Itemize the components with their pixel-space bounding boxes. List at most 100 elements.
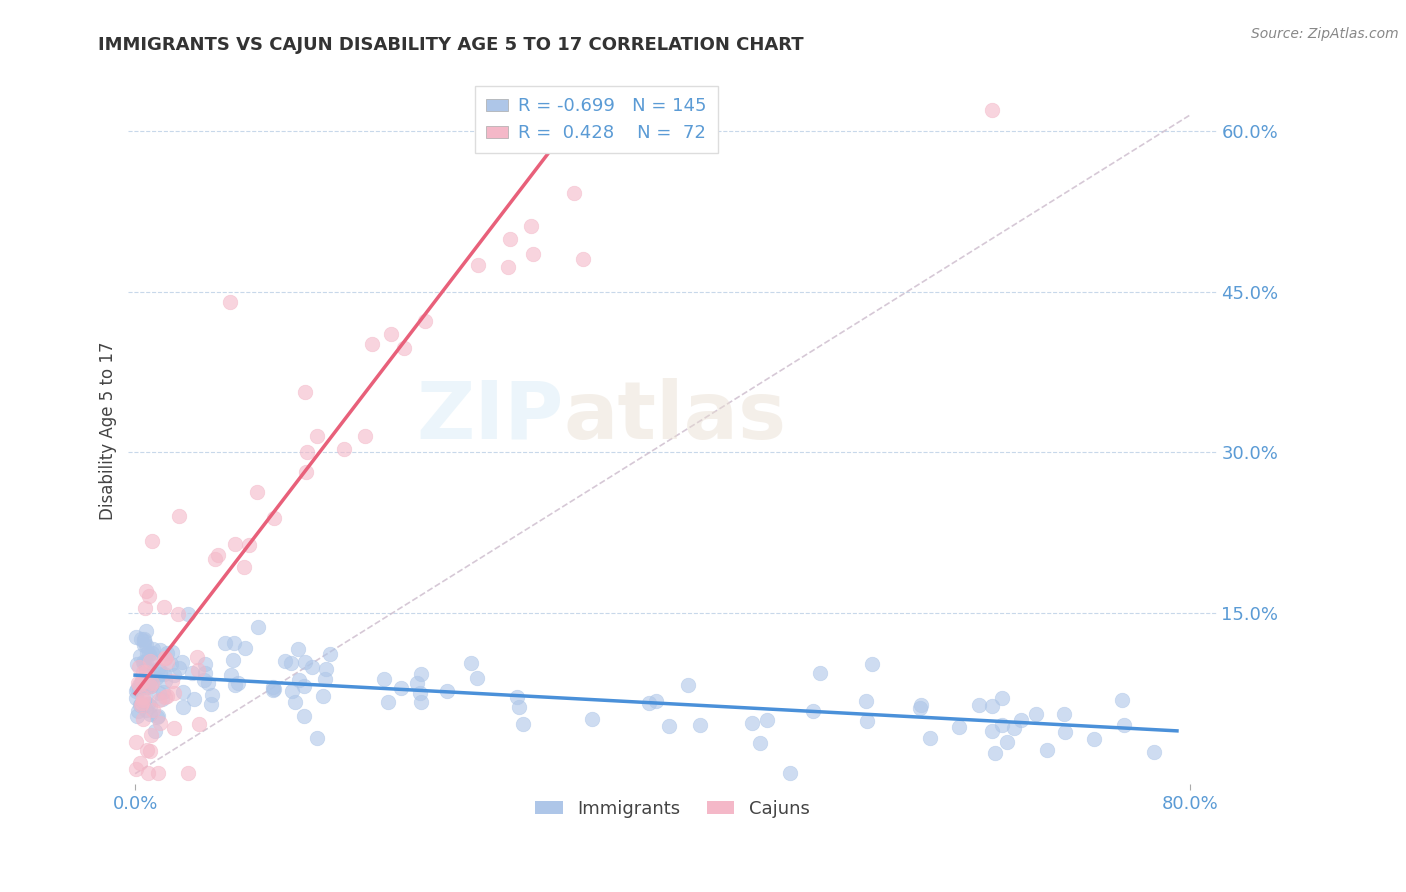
Point (134, 656, 156, 670)
Point (294, 384, 316, 399)
Point (373, 672, 395, 686)
Point (166, 607, 188, 622)
Point (160, 657, 183, 671)
Point (125, 734, 148, 748)
Point (287, 641, 309, 656)
Point (146, 710, 169, 724)
Point (314, 672, 336, 686)
Point (991, 718, 1014, 732)
Point (136, 678, 159, 692)
Point (301, 660, 323, 674)
Point (389, 681, 412, 696)
Point (128, 756, 150, 770)
Point (132, 690, 155, 705)
Point (132, 712, 155, 726)
Point (436, 684, 458, 698)
Point (167, 509, 190, 524)
Point (409, 667, 432, 681)
Point (153, 666, 176, 681)
Point (319, 647, 342, 661)
Legend: Immigrants, Cajuns: Immigrants, Cajuns (529, 792, 817, 825)
Point (224, 537, 246, 551)
Point (281, 684, 304, 698)
Point (153, 651, 176, 665)
Point (1111, 693, 1133, 707)
Point (207, 548, 229, 562)
Point (194, 657, 217, 671)
Y-axis label: Disability Age 5 to 17: Disability Age 5 to 17 (100, 342, 117, 520)
Point (131, 673, 153, 688)
Point (135, 638, 157, 652)
Point (222, 635, 245, 649)
Point (170, 655, 193, 669)
Point (146, 708, 169, 723)
Point (284, 695, 307, 709)
Point (136, 647, 159, 661)
Point (172, 700, 194, 714)
Point (411, 695, 433, 709)
Point (142, 642, 165, 657)
Point (187, 663, 209, 677)
Point (908, 701, 931, 715)
Point (219, 295, 242, 310)
Point (638, 696, 661, 710)
Point (222, 652, 245, 666)
Point (127, 704, 149, 718)
Point (238, 538, 260, 552)
Point (246, 485, 269, 500)
Point (741, 716, 763, 731)
Point (246, 620, 269, 634)
Point (132, 638, 155, 652)
Point (808, 666, 831, 681)
Point (187, 717, 209, 731)
Point (689, 717, 711, 731)
Point (197, 676, 219, 690)
Point (536, 124, 558, 138)
Point (180, 665, 202, 680)
Point (984, 746, 1007, 760)
Point (538, 137, 561, 152)
Point (148, 765, 170, 780)
Point (505, 690, 527, 704)
Point (519, 219, 541, 233)
Point (125, 709, 148, 723)
Point (138, 669, 160, 683)
Point (150, 692, 173, 706)
Point (292, 709, 315, 723)
Point (136, 681, 159, 695)
Point (274, 654, 297, 668)
Point (658, 718, 681, 732)
Point (149, 715, 172, 730)
Point (262, 683, 284, 698)
Point (305, 429, 328, 443)
Point (125, 684, 148, 698)
Point (312, 689, 335, 703)
Point (219, 668, 242, 682)
Point (214, 636, 236, 650)
Point (233, 641, 256, 656)
Point (981, 699, 1004, 714)
Point (162, 645, 184, 659)
Point (125, 630, 148, 644)
Point (156, 647, 179, 661)
Point (860, 657, 883, 671)
Point (467, 258, 489, 272)
Point (155, 689, 177, 703)
Point (380, 326, 402, 341)
Point (678, 678, 700, 692)
Point (149, 667, 172, 681)
Point (855, 714, 877, 728)
Point (948, 720, 970, 734)
Point (128, 659, 150, 673)
Point (294, 656, 316, 670)
Point (392, 341, 415, 355)
Point (141, 533, 163, 548)
Point (145, 672, 167, 686)
Point (134, 690, 156, 705)
Point (127, 675, 149, 690)
Point (135, 624, 157, 638)
Point (138, 706, 160, 721)
Point (143, 724, 166, 739)
Point (142, 703, 165, 717)
Point (167, 661, 190, 675)
